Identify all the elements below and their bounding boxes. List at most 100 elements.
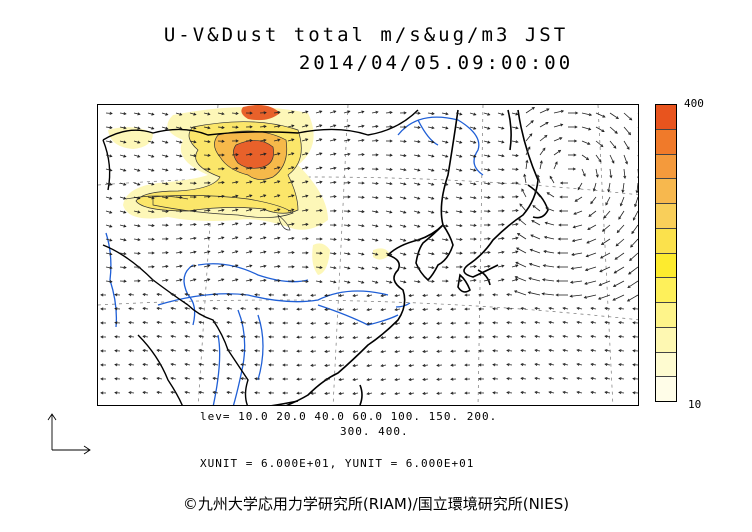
wind-arrowhead bbox=[478, 293, 482, 297]
wind-arrowhead bbox=[361, 238, 365, 242]
wind-arrow bbox=[133, 224, 140, 227]
wind-arrowhead bbox=[333, 251, 337, 256]
wind-arrow bbox=[511, 112, 518, 115]
wind-arrow bbox=[175, 238, 183, 240]
wind-arrowhead bbox=[179, 168, 183, 172]
wind-arrow bbox=[636, 182, 638, 193]
wind-arrowhead bbox=[352, 321, 356, 326]
wind-arrowhead bbox=[324, 391, 328, 395]
wind-arrowhead bbox=[179, 209, 183, 213]
wind-arrowhead bbox=[198, 390, 202, 394]
wind-arrowhead bbox=[347, 138, 351, 142]
wind-arrow bbox=[213, 307, 219, 310]
wind-arrowhead bbox=[361, 153, 365, 157]
wind-arrowhead bbox=[249, 250, 253, 254]
wind-arrowhead bbox=[338, 363, 342, 367]
wind-arrowhead bbox=[151, 196, 155, 200]
wind-arrowhead bbox=[347, 152, 351, 156]
wind-arrow bbox=[175, 182, 182, 185]
wind-arrow bbox=[343, 125, 350, 128]
wind-arrowhead bbox=[165, 264, 169, 269]
wind-arrowhead bbox=[394, 350, 398, 354]
wind-arrowhead bbox=[184, 320, 188, 324]
wind-arrowhead bbox=[193, 209, 197, 213]
wind-arrow bbox=[157, 349, 163, 352]
wind-arrowhead bbox=[277, 236, 281, 240]
wind-arrow bbox=[598, 294, 611, 300]
wind-arrow bbox=[399, 210, 406, 214]
wind-arrow bbox=[622, 182, 625, 193]
wind-arrowhead bbox=[291, 110, 295, 114]
wind-arrowhead bbox=[123, 168, 127, 172]
wind-arrowhead bbox=[114, 349, 118, 353]
wind-arrowhead bbox=[445, 279, 449, 283]
wind-arrowhead bbox=[473, 112, 477, 116]
wind-arrow bbox=[217, 181, 225, 184]
wind-arrowhead bbox=[408, 335, 412, 340]
wind-arrowhead bbox=[249, 139, 253, 143]
wind-arrowhead bbox=[366, 322, 370, 326]
wind-arrow bbox=[455, 154, 462, 158]
wind-arrowhead bbox=[291, 180, 295, 184]
colorbar-max-label: 400 bbox=[684, 97, 704, 110]
wind-arrowhead bbox=[577, 187, 581, 191]
wind-arrowhead bbox=[558, 209, 562, 213]
wind-arrowhead bbox=[310, 293, 314, 297]
wind-arrowhead bbox=[375, 266, 379, 270]
wind-arrowhead bbox=[156, 306, 160, 311]
wind-arrowhead bbox=[100, 377, 104, 381]
wind-arrowhead bbox=[408, 293, 412, 298]
wind-arrowhead bbox=[123, 140, 127, 144]
wind-arrowhead bbox=[590, 390, 594, 395]
wind-arrowhead bbox=[193, 195, 197, 199]
wind-arrowhead bbox=[574, 125, 578, 129]
wind-arrowhead bbox=[212, 348, 216, 353]
wind-arrowhead bbox=[525, 159, 529, 163]
wind-arrowhead bbox=[613, 145, 617, 149]
wind-arrow bbox=[119, 196, 126, 200]
wind-arrow bbox=[532, 205, 541, 212]
wind-arrow bbox=[637, 113, 638, 114]
wind-arrowhead bbox=[305, 251, 309, 255]
wind-arrowhead bbox=[375, 224, 379, 228]
wind-arrow bbox=[371, 210, 378, 213]
wind-arrowhead bbox=[352, 377, 356, 382]
wind-arrow bbox=[469, 168, 476, 171]
wind-arrowhead bbox=[515, 247, 520, 251]
wind-arrowhead bbox=[165, 237, 169, 241]
wind-arrow bbox=[497, 168, 504, 171]
wind-arrowhead bbox=[487, 278, 491, 282]
wind-arrowhead bbox=[184, 306, 188, 310]
wind-arrow bbox=[231, 236, 238, 240]
wind-arrowhead bbox=[506, 377, 510, 381]
wind-arrow bbox=[329, 266, 336, 269]
wind-arrowhead bbox=[473, 126, 477, 130]
wind-arrowhead bbox=[109, 210, 113, 214]
wind-arrowhead bbox=[506, 293, 510, 297]
wind-arrowhead bbox=[464, 391, 468, 395]
wind-arrow bbox=[521, 307, 527, 310]
wind-arrow bbox=[409, 322, 415, 325]
wind-arrowhead bbox=[254, 349, 258, 353]
wind-arrowhead bbox=[459, 182, 463, 186]
wind-arrow bbox=[259, 153, 266, 156]
wind-arrow bbox=[413, 196, 420, 200]
wind-arrowhead bbox=[607, 189, 611, 193]
wind-arrow bbox=[203, 223, 210, 226]
wind-arrowhead bbox=[305, 194, 309, 198]
wind-arrow bbox=[535, 349, 541, 352]
wind-arrowhead bbox=[587, 227, 591, 230]
wind-arrowhead bbox=[431, 182, 435, 186]
colorbar-segment bbox=[656, 352, 676, 378]
wind-arrowhead bbox=[165, 196, 169, 200]
wind-arrowhead bbox=[595, 174, 599, 178]
wind-arrowhead bbox=[249, 222, 253, 226]
wind-arrowhead bbox=[543, 235, 548, 239]
wind-arrowhead bbox=[487, 264, 491, 268]
wind-arrowhead bbox=[212, 334, 216, 339]
wind-arrowhead bbox=[282, 377, 286, 381]
wind-arrowhead bbox=[100, 321, 104, 325]
wind-arrowhead bbox=[263, 236, 267, 240]
wind-arrowhead bbox=[235, 264, 239, 268]
wind-arrow bbox=[287, 166, 294, 170]
